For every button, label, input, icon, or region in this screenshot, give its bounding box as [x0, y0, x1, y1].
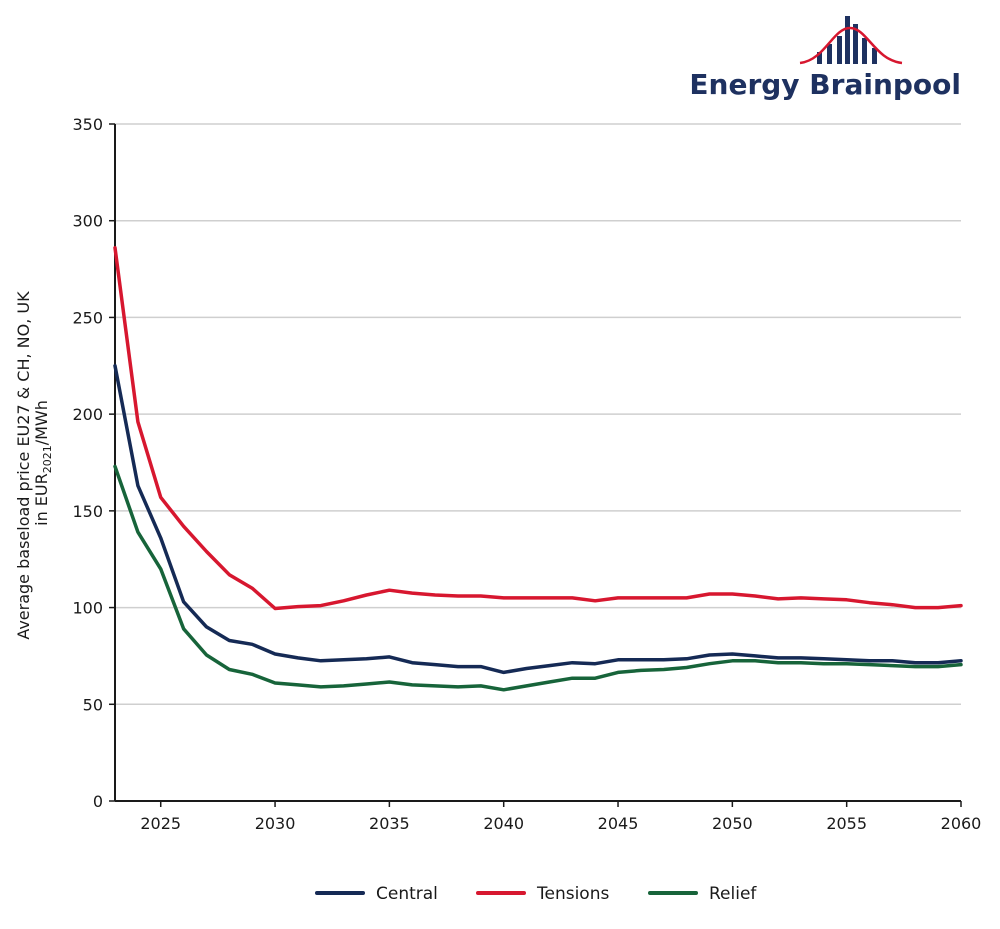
- y-axis-title-prefix: in EUR: [32, 473, 51, 526]
- logo-bars-icon: [817, 16, 877, 64]
- y-tick-label: 350: [72, 115, 103, 134]
- x-tick-label: 2045: [598, 814, 639, 833]
- series-line-central: [113, 364, 963, 675]
- y-axis-title-suffix: /MWh: [32, 400, 51, 445]
- y-axis-title-line1: Average baseload price EU27 & CH, NO, UK: [14, 291, 33, 640]
- brand-logo: Energy Brainpool: [689, 16, 961, 101]
- y-axis: 0 50 100 150 200 250 300 350: [72, 115, 116, 811]
- x-tick-label: 2025: [140, 814, 181, 833]
- legend: Central Tensions Relief: [315, 884, 757, 904]
- y-tick-label: 300: [72, 212, 103, 231]
- x-tick-label: 2035: [369, 814, 410, 833]
- grid-lines: [115, 123, 961, 706]
- x-tick-label: 2050: [712, 814, 753, 833]
- series-line-tensions: [113, 246, 963, 611]
- x-tick-label: 2030: [255, 814, 296, 833]
- y-tick-label: 150: [72, 502, 103, 521]
- x-tick-label: 2040: [483, 814, 524, 833]
- logo-curve-icon: [799, 26, 903, 65]
- x-axis: 2025 2030 2035 2040 2045 2050 2055 2060: [115, 800, 982, 833]
- y-tick-label: 50: [83, 695, 103, 714]
- legend-label-central: Central: [376, 884, 438, 904]
- y-tick-label: 100: [72, 599, 103, 618]
- y-tick-label: 200: [72, 405, 103, 424]
- y-axis-title-subscript: 2021: [41, 445, 54, 473]
- y-tick-label: 0: [93, 792, 103, 811]
- legend-label-relief: Relief: [709, 884, 757, 904]
- brand-name: Energy Brainpool: [689, 68, 961, 101]
- legend-label-tensions: Tensions: [536, 884, 609, 904]
- x-tick-label: 2055: [826, 814, 867, 833]
- series-lines: [113, 246, 963, 692]
- y-axis-title-line2: in EUR2021/MWh: [32, 400, 54, 526]
- series-line-relief: [113, 464, 963, 692]
- y-tick-label: 250: [72, 308, 103, 327]
- y-axis-title: Average baseload price EU27 & CH, NO, UK…: [14, 286, 54, 639]
- x-tick-label: 2060: [941, 814, 982, 833]
